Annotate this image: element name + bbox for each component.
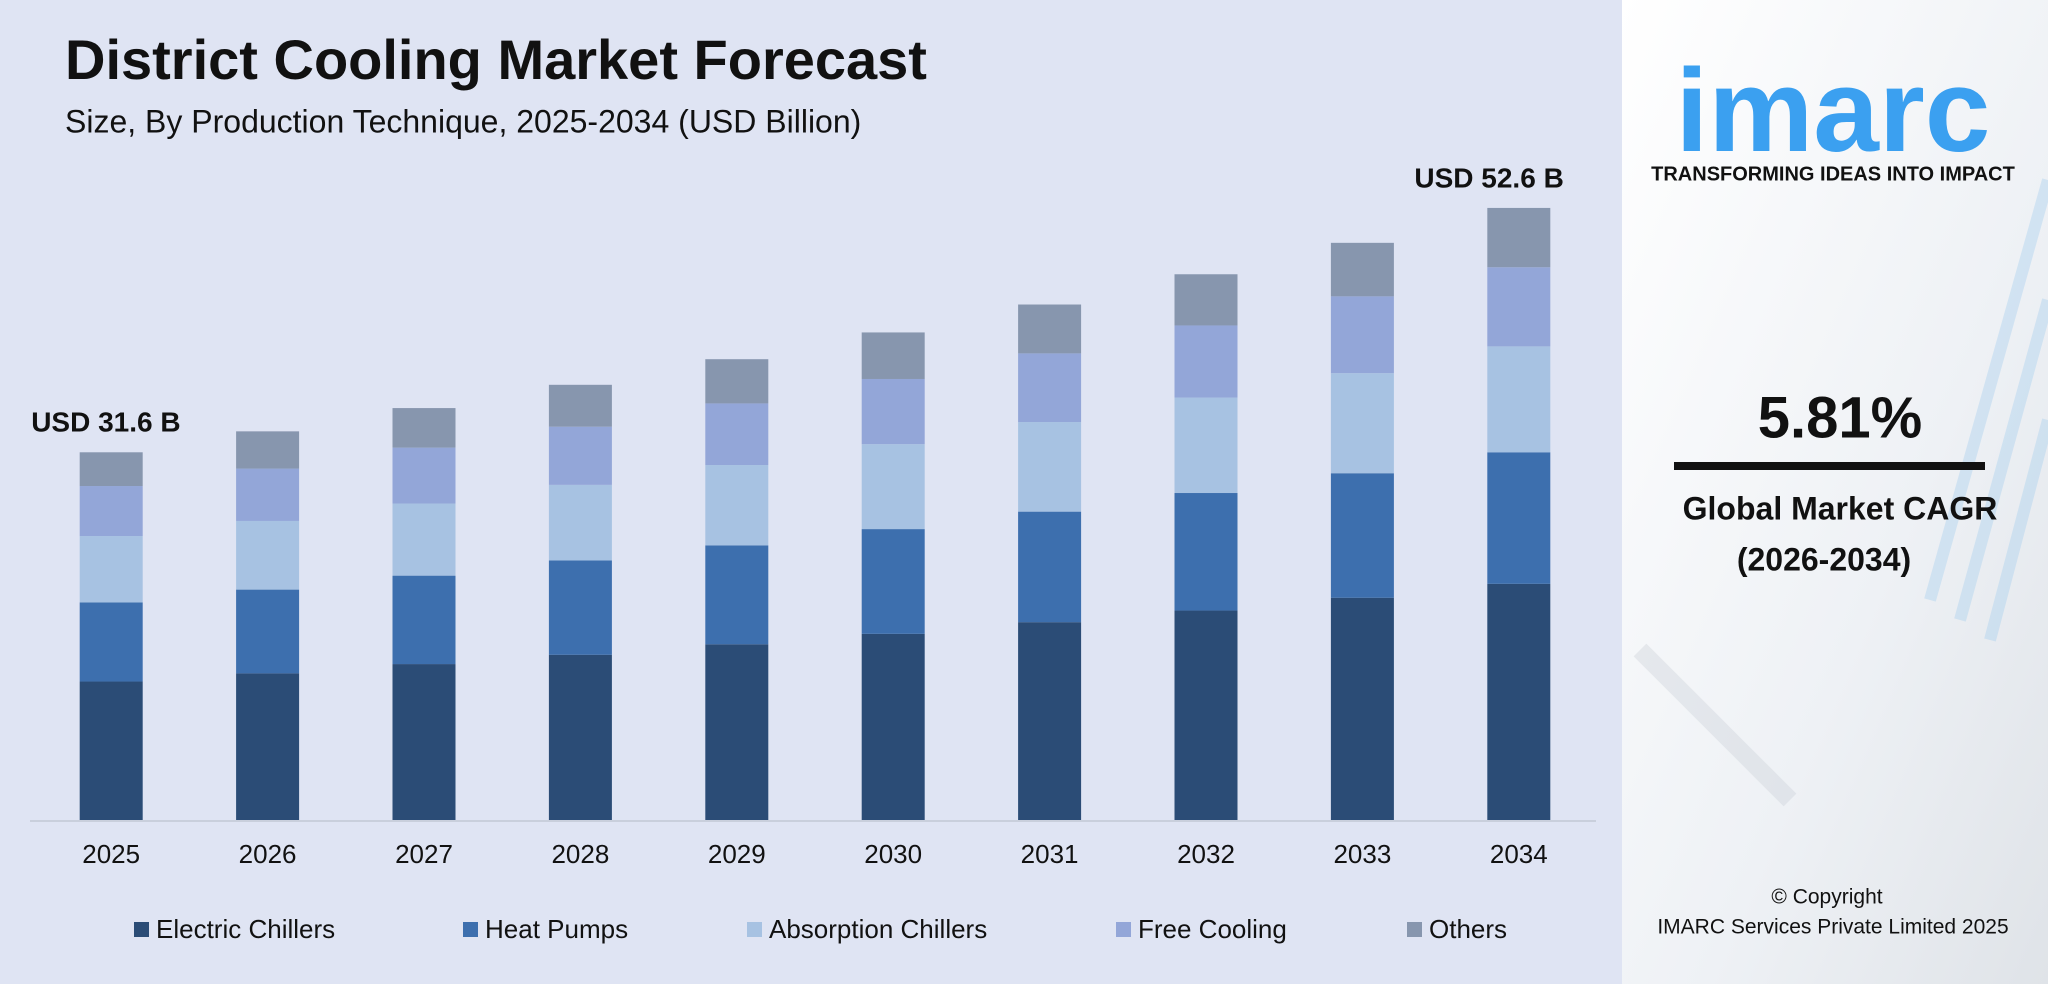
bar-segment: [1487, 267, 1551, 347]
annotation: USD 31.6 B: [31, 407, 180, 438]
bar-segment: [705, 644, 769, 820]
bar-segment: [79, 602, 143, 682]
x-tick-label: 2028: [551, 839, 609, 869]
bar-segment: [548, 560, 612, 655]
cagr-period: (2026-2034): [1737, 541, 1911, 577]
bar-segment: [1330, 473, 1394, 598]
bar-segment: [236, 468, 300, 521]
bar-segment: [236, 431, 300, 469]
tagline: TRANSFORMING IDEAS INTO IMPACT: [1651, 163, 2015, 185]
chart-subtitle: Size, By Production Technique, 2025-2034…: [65, 103, 861, 139]
bar-segment: [79, 681, 143, 820]
bar-segment: [705, 403, 769, 466]
legend-label: Absorption Chillers: [769, 914, 987, 944]
cagr-rule: [1674, 462, 1985, 470]
bar-segment: [705, 465, 769, 546]
legend-label: Heat Pumps: [485, 914, 628, 944]
bar-segment: [548, 426, 612, 485]
bar-segment: [1018, 622, 1082, 820]
x-tick-label: 2030: [864, 839, 922, 869]
bar-segment: [861, 378, 925, 445]
bar-segment: [1174, 610, 1238, 820]
logo: imarc: [1676, 45, 1991, 177]
sidebar-panel: [1622, 0, 2048, 984]
bar-segment: [861, 332, 925, 379]
bar-segment: [236, 520, 300, 590]
chart-title: District Cooling Market Forecast: [65, 28, 927, 91]
bar-segment: [1330, 296, 1394, 374]
copyright: © Copyright: [1771, 886, 1882, 909]
bar-segment: [1018, 422, 1082, 512]
bar-segment: [392, 447, 456, 504]
legend-swatch: [747, 922, 762, 937]
bar-segment: [861, 633, 925, 820]
bar-segment: [548, 654, 612, 820]
annotation: USD 52.6 B: [1414, 162, 1563, 193]
legend-label: Electric Chillers: [156, 914, 335, 944]
bar-segment: [392, 664, 456, 820]
bar-segment: [1487, 452, 1551, 584]
bar-segment: [1174, 493, 1238, 611]
bar-segment: [1487, 346, 1551, 453]
bar-segment: [1487, 207, 1551, 268]
bar-segment: [548, 484, 612, 561]
x-tick-label: 2032: [1177, 839, 1235, 869]
sidebar-decoration: [1633, 178, 2048, 807]
bar-segment: [1174, 325, 1238, 398]
bar-segment: [1018, 304, 1082, 354]
bar-segment: [79, 536, 143, 603]
legend-swatch: [1407, 922, 1422, 937]
x-tick-label: 2026: [239, 839, 297, 869]
legend-label: Others: [1429, 914, 1507, 944]
bar-segment: [79, 452, 143, 487]
bar-segment: [392, 408, 456, 448]
x-tick-label: 2033: [1333, 839, 1391, 869]
bar-segment: [861, 444, 925, 530]
bar-segment: [236, 589, 300, 674]
bar-segment: [1174, 274, 1238, 326]
bar-segment: [1330, 373, 1394, 474]
bar-segment: [1018, 511, 1082, 623]
bar-segment: [705, 545, 769, 645]
bar-segment: [705, 359, 769, 404]
x-tick-label: 2031: [1021, 839, 1079, 869]
cagr-label: Global Market CAGR: [1683, 490, 1998, 526]
bar-segment: [392, 503, 456, 576]
bar-segment: [861, 529, 925, 634]
legend-swatch: [134, 922, 149, 937]
bar-segment: [1330, 242, 1394, 297]
company: IMARC Services Private Limited 2025: [1657, 916, 2008, 939]
bar-segment: [236, 673, 300, 820]
bar-segment: [1330, 597, 1394, 820]
bar-segment: [1018, 353, 1082, 423]
bar-segment: [1174, 397, 1238, 494]
bar-segment: [548, 384, 612, 427]
x-tick-label: 2029: [708, 839, 766, 869]
legend-swatch: [1116, 922, 1131, 937]
bar-segment: [1487, 583, 1551, 820]
bar-segment: [79, 486, 143, 537]
bar-segment: [392, 575, 456, 665]
cagr-value: 5.81%: [1758, 385, 1922, 450]
legend-swatch: [463, 922, 478, 937]
x-tick-label: 2034: [1490, 839, 1548, 869]
legend-label: Free Cooling: [1138, 914, 1287, 944]
x-tick-label: 2025: [82, 839, 140, 869]
x-tick-label: 2027: [395, 839, 453, 869]
